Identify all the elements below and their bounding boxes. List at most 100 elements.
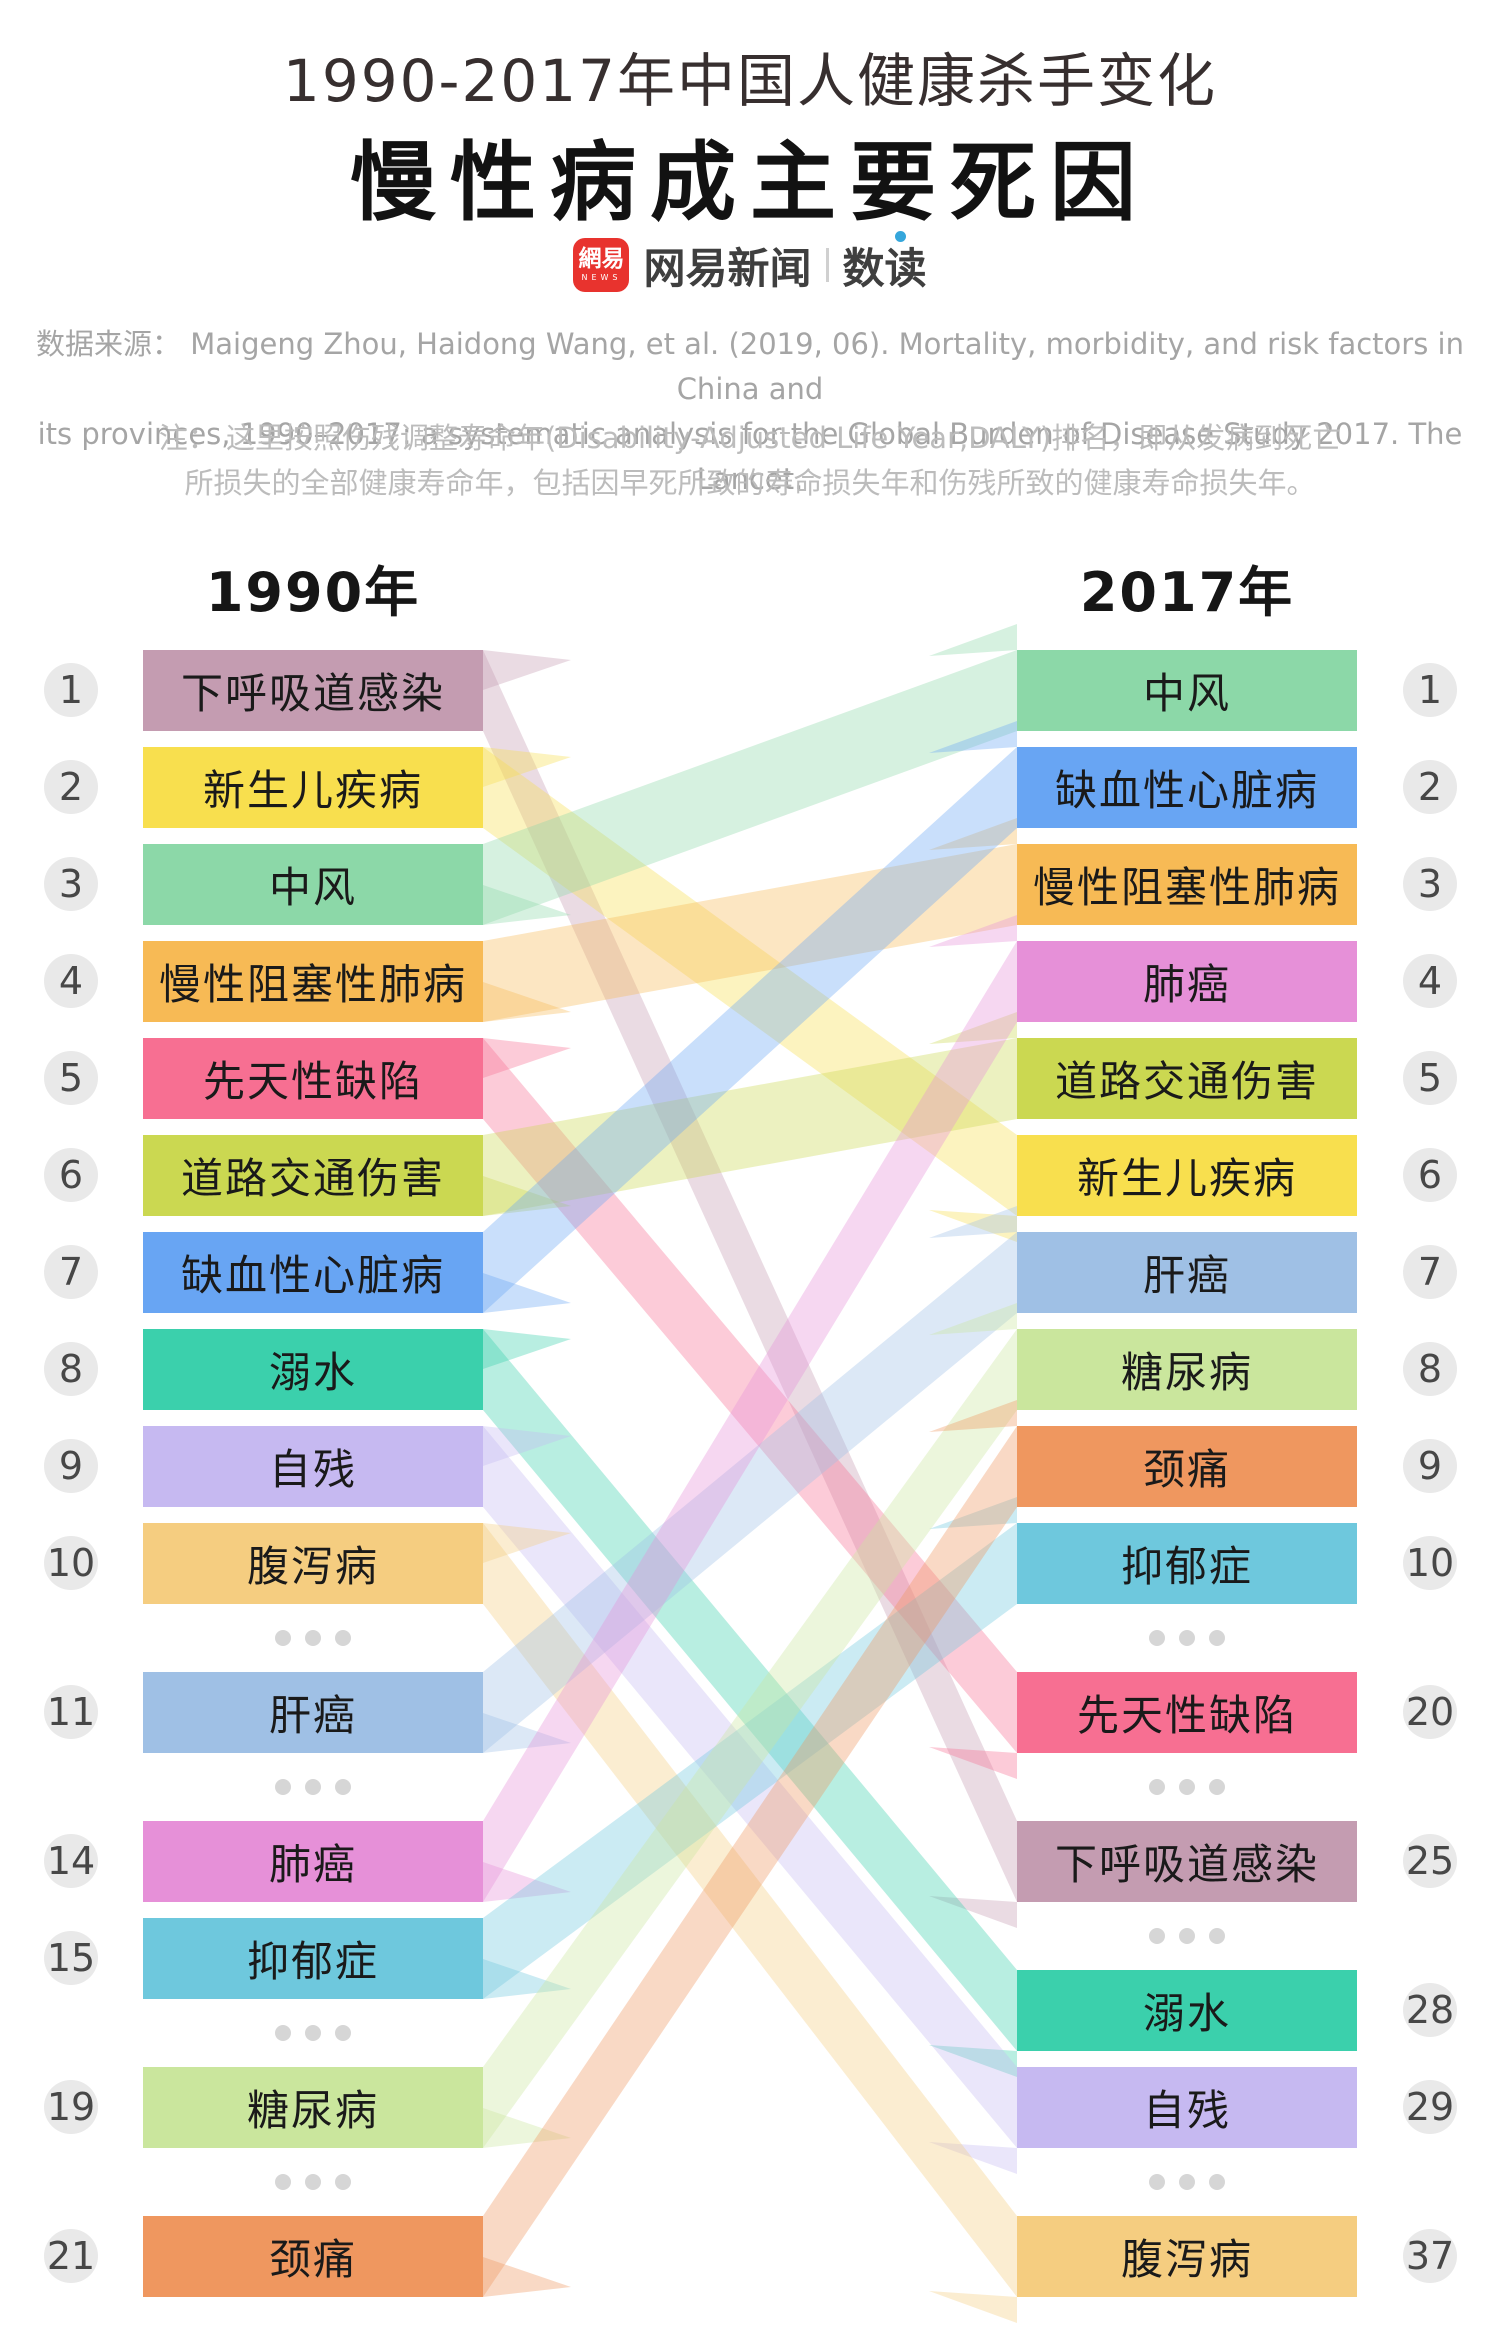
rank-gap-dots xyxy=(275,2174,351,2190)
rank-number-right: 3 xyxy=(1403,857,1457,911)
rank-number-left: 4 xyxy=(44,954,98,1008)
rank-number-right: 9 xyxy=(1403,1439,1457,1493)
gap-dot-icon xyxy=(335,1630,351,1646)
methodology-note-line1: 注： 这里按照伤残调整寿命年(Disability-Adjusted Life … xyxy=(158,421,1342,455)
rank-number-left: 15 xyxy=(44,1931,98,1985)
gap-dot-icon xyxy=(1149,1928,1165,1944)
rank-bar-right: 抑郁症 xyxy=(1017,1523,1357,1604)
cause-label: 肺癌 xyxy=(268,1840,357,1889)
rank-number-right: 1 xyxy=(1403,663,1457,717)
cause-label: 糖尿病 xyxy=(1120,1348,1253,1397)
column-header-1990: 1990年 xyxy=(205,561,421,624)
methodology-note-line2: 所损失的全部健康寿命年，包括因早死所致的寿命损失年和伤残所致的健康寿命损失年。 xyxy=(184,466,1316,500)
ribbon-fold-icon xyxy=(929,915,1017,947)
ribbon-fold-icon xyxy=(483,2257,571,2297)
gap-dot-icon xyxy=(275,1779,291,1795)
rank-number-right: 8 xyxy=(1403,1342,1457,1396)
rank-bar-right: 肝癌 xyxy=(1017,1232,1357,1313)
rank-bar-left: 新生儿疾病 xyxy=(143,747,483,828)
flow-ribbon xyxy=(483,1329,1017,2148)
ribbon-fold-icon xyxy=(929,1497,1017,1529)
rank-number-right: 6 xyxy=(1403,1148,1457,1202)
gap-dot-icon xyxy=(335,2174,351,2190)
rank-number-right: 5 xyxy=(1403,1051,1457,1105)
page-title-line1: 1990-2017年中国人健康杀手变化 xyxy=(282,47,1218,115)
gap-dot-icon xyxy=(1179,1630,1195,1646)
netease-icon-text: 網易 xyxy=(578,246,625,272)
ribbon-fold-icon xyxy=(929,818,1017,850)
gap-dot-icon xyxy=(1149,1779,1165,1795)
flow-ribbon xyxy=(483,1426,1017,2297)
cause-label: 下呼吸道感染 xyxy=(180,669,445,718)
rank-bar-left: 中风 xyxy=(143,844,483,925)
ribbon-fold-icon xyxy=(929,624,1017,656)
ribbon-fold-icon xyxy=(929,2045,1017,2077)
cause-label: 溺水 xyxy=(1142,1989,1231,2038)
data-source-text: 数据来源： Maigeng Zhou, Haidong Wang, et al.… xyxy=(0,322,1500,502)
rank-number-right: 29 xyxy=(1403,2080,1457,2134)
publisher-logo-row: 網易 NEWS 网易新闻 数读 xyxy=(0,230,1500,296)
gap-dot-icon xyxy=(335,1779,351,1795)
rank-bar-left: 缺血性心脏病 xyxy=(143,1232,483,1313)
cause-label: 糖尿病 xyxy=(246,2086,379,2135)
rank-number-left: 10 xyxy=(44,1536,98,1590)
gap-dot-icon xyxy=(275,2025,291,2041)
rank-bar-left: 自残 xyxy=(143,1426,483,1507)
rank-number-left: 2 xyxy=(44,760,98,814)
rank-number-left: 3 xyxy=(44,857,98,911)
cause-label: 肝癌 xyxy=(1142,1251,1231,1300)
cause-label: 肺癌 xyxy=(1142,960,1231,1009)
flow-ribbon xyxy=(483,1426,1017,2148)
cause-label: 慢性阻塞性肺病 xyxy=(158,960,467,1009)
gap-dot-icon xyxy=(335,2025,351,2041)
cause-label: 道路交通伤害 xyxy=(1054,1057,1319,1106)
ribbon-fold-icon xyxy=(929,1206,1017,1238)
rank-bar-right: 道路交通伤害 xyxy=(1017,1038,1357,1119)
flow-ribbon xyxy=(483,650,1017,925)
rank-bar-right: 肺癌 xyxy=(1017,941,1357,1022)
gap-dot-icon xyxy=(1209,1630,1225,1646)
ribbon-fold-icon xyxy=(483,982,571,1022)
flow-ribbon xyxy=(483,1523,1017,1999)
rank-bar-right: 糖尿病 xyxy=(1017,1329,1357,1410)
rank-bar-left: 肺癌 xyxy=(143,1821,483,1902)
rank-bar-left: 慢性阻塞性肺病 xyxy=(143,941,483,1022)
flow-ribbon xyxy=(483,941,1017,1902)
cause-label: 中风 xyxy=(268,863,357,912)
section-accent-dot-icon xyxy=(894,230,906,242)
gap-dot-icon xyxy=(305,1630,321,1646)
rank-number-right: 25 xyxy=(1403,1834,1457,1888)
ribbon-fold-icon xyxy=(929,2142,1017,2174)
rank-number-left: 1 xyxy=(44,663,98,717)
cause-label: 颈痛 xyxy=(268,2235,357,2284)
cause-label: 中风 xyxy=(1142,669,1231,718)
flow-ribbon xyxy=(483,1038,1017,1216)
cause-label: 慢性阻塞性肺病 xyxy=(1032,863,1341,912)
column-header-2017: 2017年 xyxy=(1079,561,1295,624)
logo-divider xyxy=(825,248,829,282)
cause-label: 新生儿疾病 xyxy=(202,766,423,815)
section-name: 数读 xyxy=(842,230,927,296)
rank-bar-left: 颈痛 xyxy=(143,2216,483,2297)
methodology-note-text: 注： 这里按照伤残调整寿命年(Disability-Adjusted Life … xyxy=(0,416,1500,506)
rank-number-left: 7 xyxy=(44,1245,98,1299)
gap-dot-icon xyxy=(1149,1630,1165,1646)
cause-label: 抑郁症 xyxy=(1120,1542,1253,1591)
rank-number-left: 19 xyxy=(44,2080,98,2134)
rank-bar-left: 糖尿病 xyxy=(143,2067,483,2148)
rank-bar-left: 溺水 xyxy=(143,1329,483,1410)
rank-bar-right: 缺血性心脏病 xyxy=(1017,747,1357,828)
section-name-text: 数读 xyxy=(842,243,927,293)
ribbon-fold-icon xyxy=(929,1400,1017,1432)
rank-number-left: 21 xyxy=(44,2229,98,2283)
gap-dot-icon xyxy=(1149,2174,1165,2190)
rank-number-left: 14 xyxy=(44,1834,98,1888)
cause-label: 道路交通伤害 xyxy=(180,1154,445,1203)
cause-label: 下呼吸道感染 xyxy=(1054,1840,1319,1889)
rank-bar-right: 自残 xyxy=(1017,2067,1357,2148)
ribbon-fold-icon xyxy=(929,1210,1017,1242)
rank-bar-right: 溺水 xyxy=(1017,1970,1357,2051)
rank-number-left: 11 xyxy=(44,1685,98,1739)
cause-label: 自残 xyxy=(268,1445,357,1494)
